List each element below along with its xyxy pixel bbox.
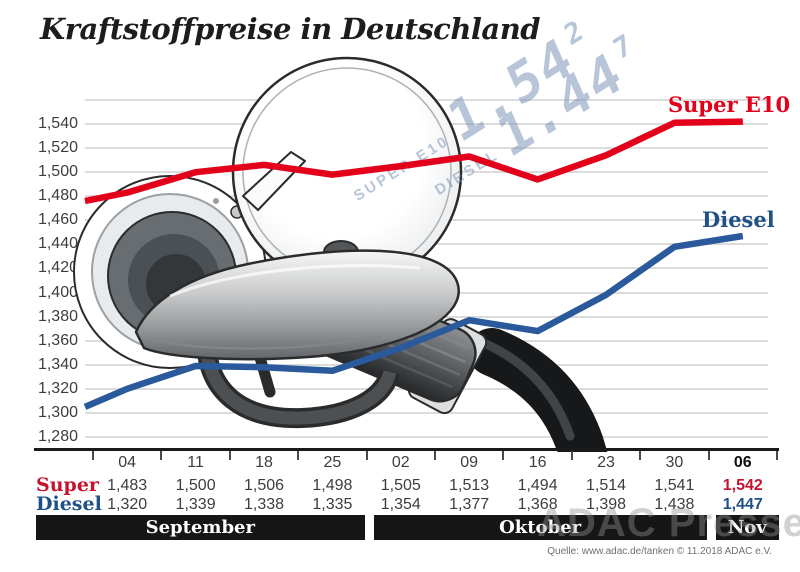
date-label: 16 bbox=[528, 454, 547, 471]
y-axis-label: 1,340 bbox=[37, 355, 78, 373]
super-price-line bbox=[84, 118, 743, 205]
gridline bbox=[85, 436, 768, 438]
y-axis-label: 1,360 bbox=[37, 331, 78, 349]
y-axis-label: 1,480 bbox=[37, 187, 78, 205]
gridline bbox=[85, 411, 768, 414]
diesel-value-cell: 1,339 bbox=[175, 496, 216, 513]
axis-tick bbox=[297, 451, 300, 460]
axis-tick bbox=[502, 451, 505, 460]
axis-tick bbox=[365, 451, 368, 460]
source-note: Quelle: www.adac.de/tanken © 11.2018 ADA… bbox=[547, 546, 772, 557]
axis-tick bbox=[160, 451, 163, 460]
axis-tick bbox=[707, 451, 710, 460]
y-axis-label: 1,300 bbox=[37, 403, 78, 421]
super-value-cell: 1,541 bbox=[654, 477, 695, 494]
super-value-cell: 1,514 bbox=[585, 477, 627, 494]
month-bar-oktober: Oktober bbox=[373, 515, 707, 540]
super-value-cell: 1,542 bbox=[722, 477, 763, 494]
date-label: 02 bbox=[391, 454, 410, 471]
super-value-cell: 1,500 bbox=[175, 477, 216, 494]
diesel-price-line bbox=[83, 232, 744, 410]
diesel-value-cell: 1,377 bbox=[449, 496, 490, 513]
super-e10-series-label: Super E10 bbox=[668, 92, 791, 117]
date-label: 23 bbox=[597, 454, 615, 471]
press-watermark: ADAC Presse bbox=[537, 501, 800, 545]
date-label: 11 bbox=[187, 454, 204, 471]
date-label: 04 bbox=[118, 454, 137, 471]
super-value-cell: 1,483 bbox=[107, 477, 148, 494]
date-label: 09 bbox=[460, 454, 479, 471]
y-axis-label: 1,420 bbox=[37, 259, 78, 277]
super-value-cell: 1,498 bbox=[312, 477, 353, 494]
diesel-value-cell: 1,368 bbox=[517, 496, 558, 513]
diesel-value-cell: 1,338 bbox=[243, 496, 285, 513]
super-value-cell: 1,505 bbox=[380, 477, 421, 494]
diesel-value-cell: 1,438 bbox=[654, 496, 695, 513]
y-axis-label: 1,440 bbox=[37, 235, 78, 253]
diesel-value-cell: 1,398 bbox=[585, 496, 627, 513]
x-axis-line bbox=[34, 448, 779, 451]
y-axis-label: 1,320 bbox=[37, 379, 78, 397]
table-row-header-diesel: Diesel bbox=[36, 493, 102, 515]
diesel-series-label: Diesel bbox=[702, 207, 775, 232]
page-title: Kraftstoffpreise in Deutschland bbox=[40, 12, 541, 46]
axis-tick bbox=[228, 451, 231, 460]
axis-tick bbox=[92, 451, 94, 460]
axis-tick bbox=[639, 451, 642, 460]
axis-tick bbox=[776, 451, 778, 460]
table-row-header-super: Super bbox=[36, 474, 99, 496]
super-value-cell: 1,513 bbox=[449, 477, 490, 494]
diesel-value-cell: 1,447 bbox=[722, 496, 763, 513]
super-value-cell: 1,506 bbox=[243, 477, 285, 494]
date-label: 06 bbox=[733, 454, 752, 471]
diesel-value-cell: 1,354 bbox=[380, 496, 421, 513]
y-axis-label: 1,460 bbox=[37, 211, 78, 229]
axis-tick bbox=[434, 451, 436, 460]
y-axis-label: 1,540 bbox=[37, 115, 78, 132]
y-axis-label: 1,380 bbox=[37, 307, 78, 325]
diesel-value-cell: 1,335 bbox=[312, 496, 353, 513]
date-label: 30 bbox=[665, 454, 684, 471]
date-label: 25 bbox=[323, 454, 342, 471]
date-label: 18 bbox=[255, 454, 273, 471]
diesel-value-cell: 1,320 bbox=[107, 496, 148, 513]
y-axis-label: 1,520 bbox=[37, 139, 78, 157]
y-axis-label: 1,280 bbox=[37, 428, 78, 445]
y-axis-label: 1,500 bbox=[37, 163, 78, 181]
y-axis-label: 1,400 bbox=[37, 283, 78, 301]
month-bar-nov: Nov bbox=[715, 515, 779, 540]
axis-tick bbox=[570, 451, 573, 460]
month-bar-september: September bbox=[36, 515, 365, 540]
super-value-cell: 1,494 bbox=[517, 477, 558, 494]
